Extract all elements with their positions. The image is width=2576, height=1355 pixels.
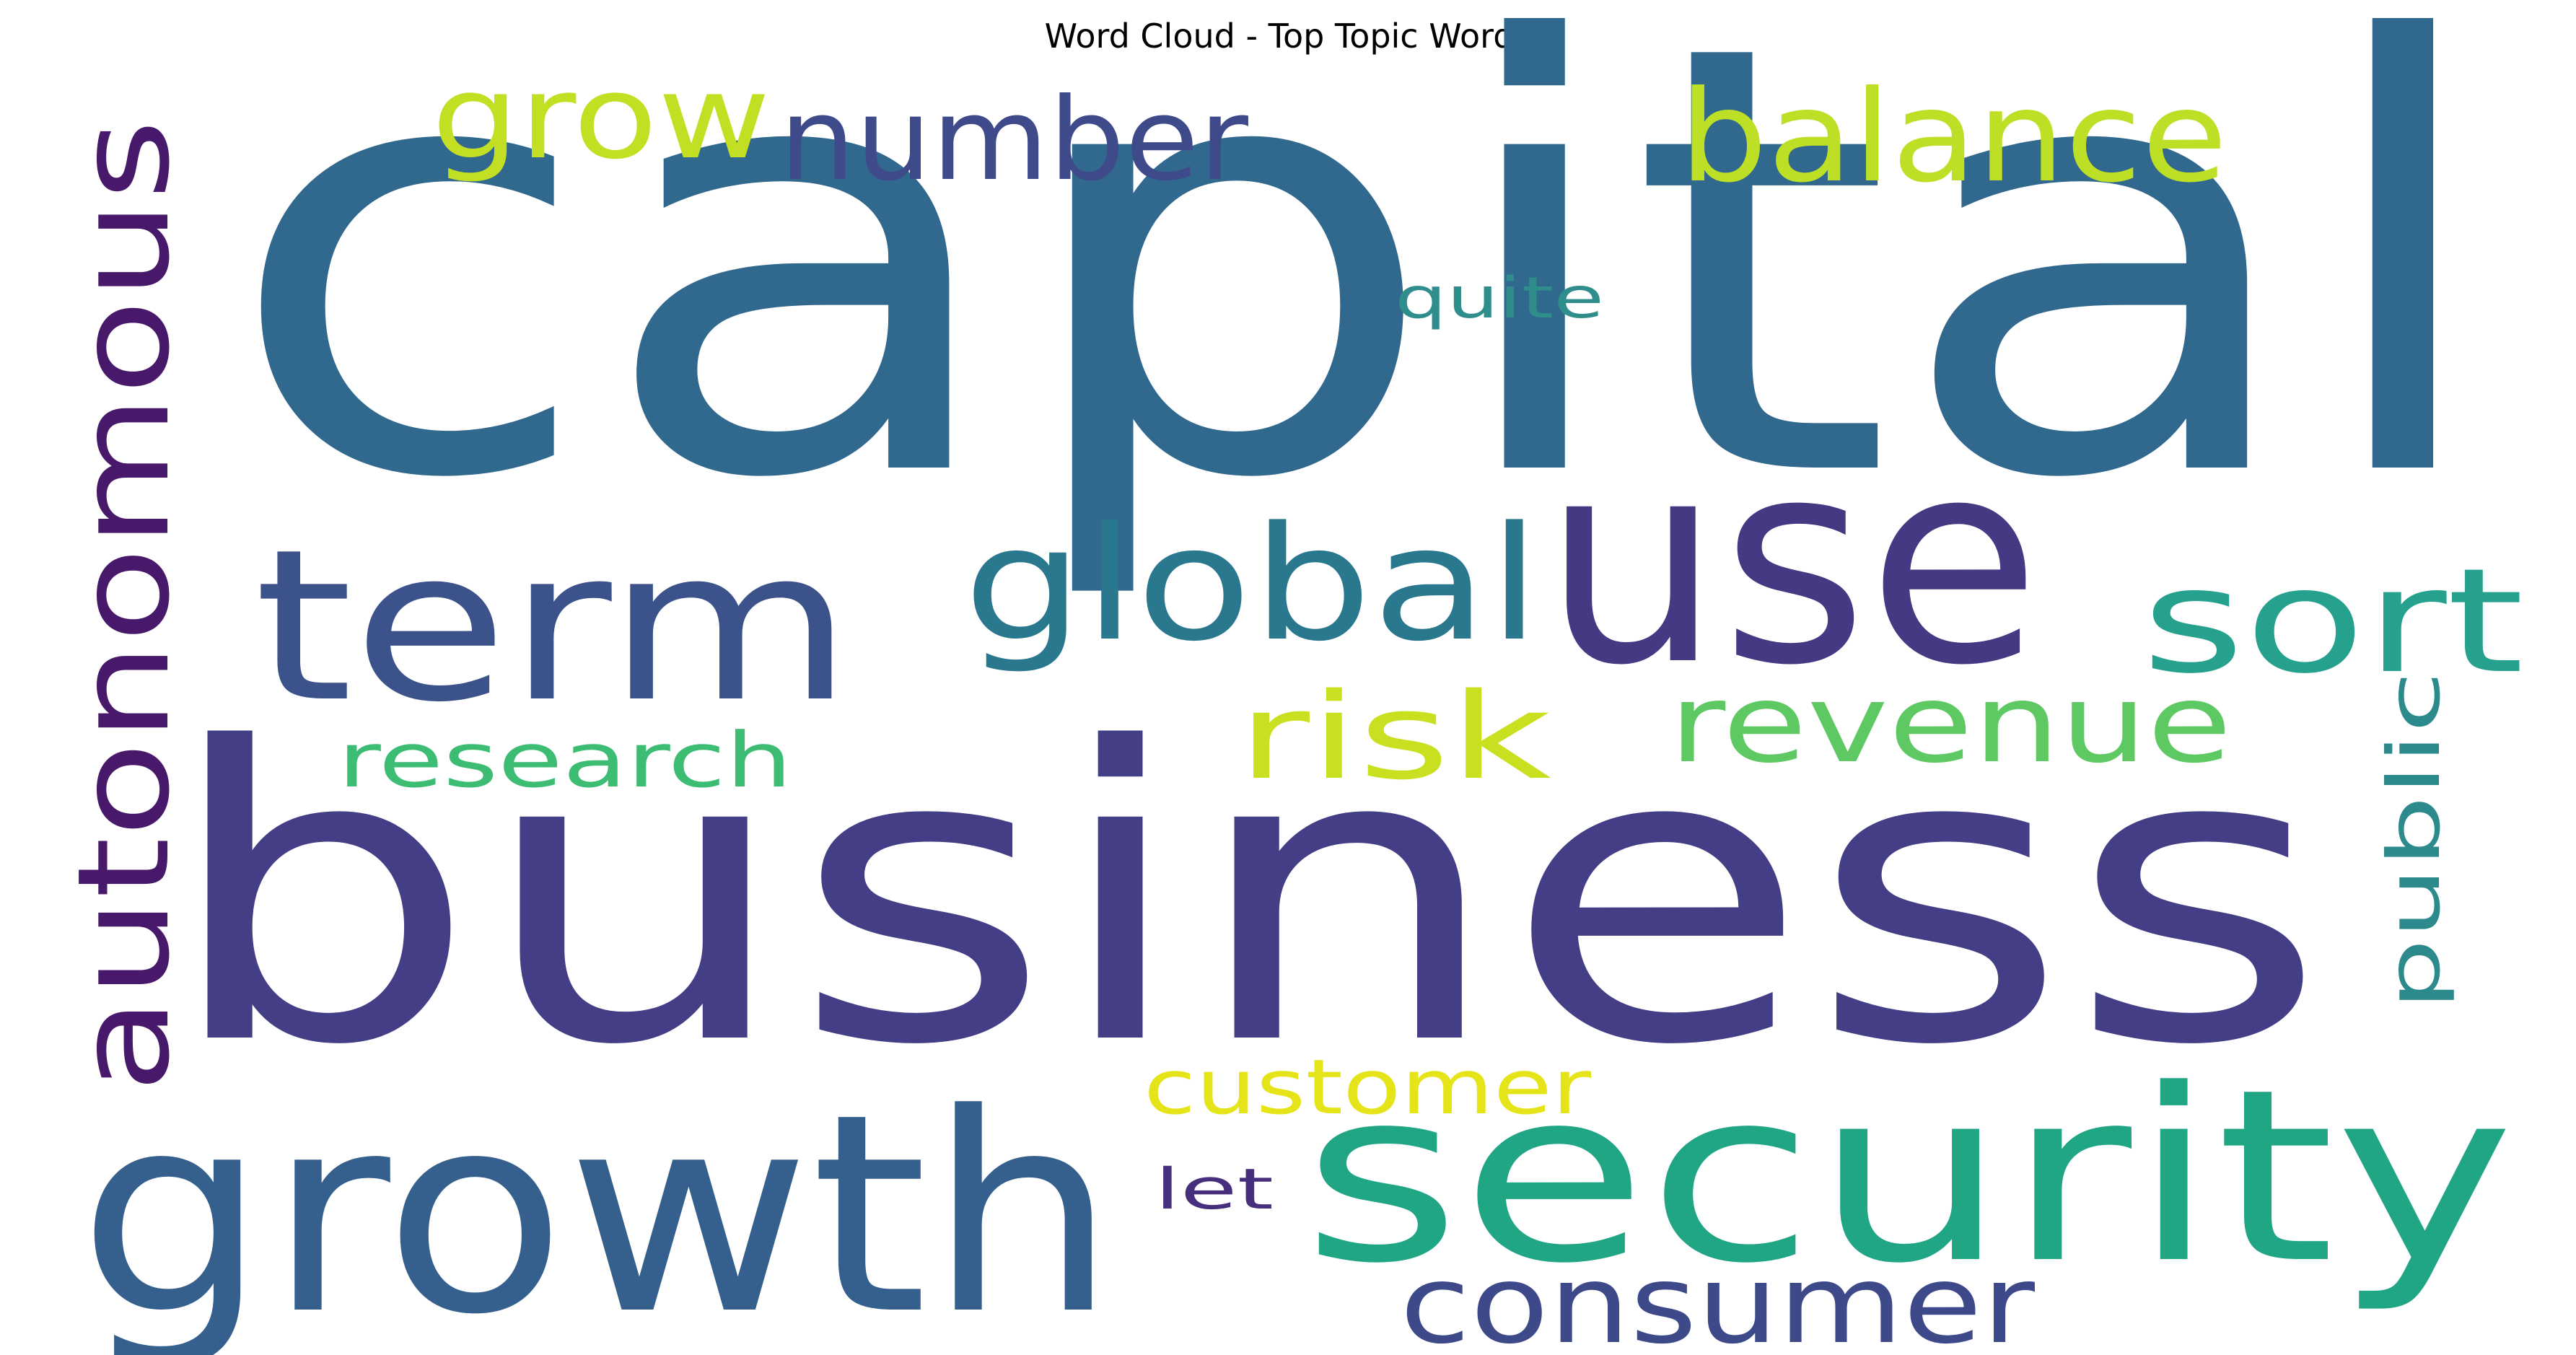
word-security: security: [1302, 1038, 2515, 1315]
word-grow: grow: [431, 50, 771, 185]
word-capital: capital: [224, 0, 2497, 608]
word-risk: risk: [1237, 667, 1552, 806]
word-use: use: [1543, 399, 2041, 727]
word-number: number: [779, 74, 1248, 206]
word-growth: growth: [78, 1055, 1117, 1355]
chart-title: Word Cloud - Top Topic Words: [1045, 17, 1532, 56]
word-global: global: [963, 494, 1541, 676]
word-consumer: consumer: [1400, 1242, 2035, 1355]
word-revenue: revenue: [1669, 662, 2232, 787]
word-autonomous: autonomous: [51, 119, 198, 1093]
word-term: term: [254, 505, 853, 748]
word-quite: quite: [1395, 266, 1604, 331]
word-let: let: [1155, 1157, 1274, 1222]
word-business: business: [162, 663, 2327, 1133]
word-public: public: [2372, 671, 2456, 1010]
word-customer: customer: [1144, 1043, 1592, 1131]
word-sort: sort: [2142, 538, 2524, 706]
word-research: research: [338, 716, 792, 804]
word-balance: balance: [1679, 64, 2227, 211]
